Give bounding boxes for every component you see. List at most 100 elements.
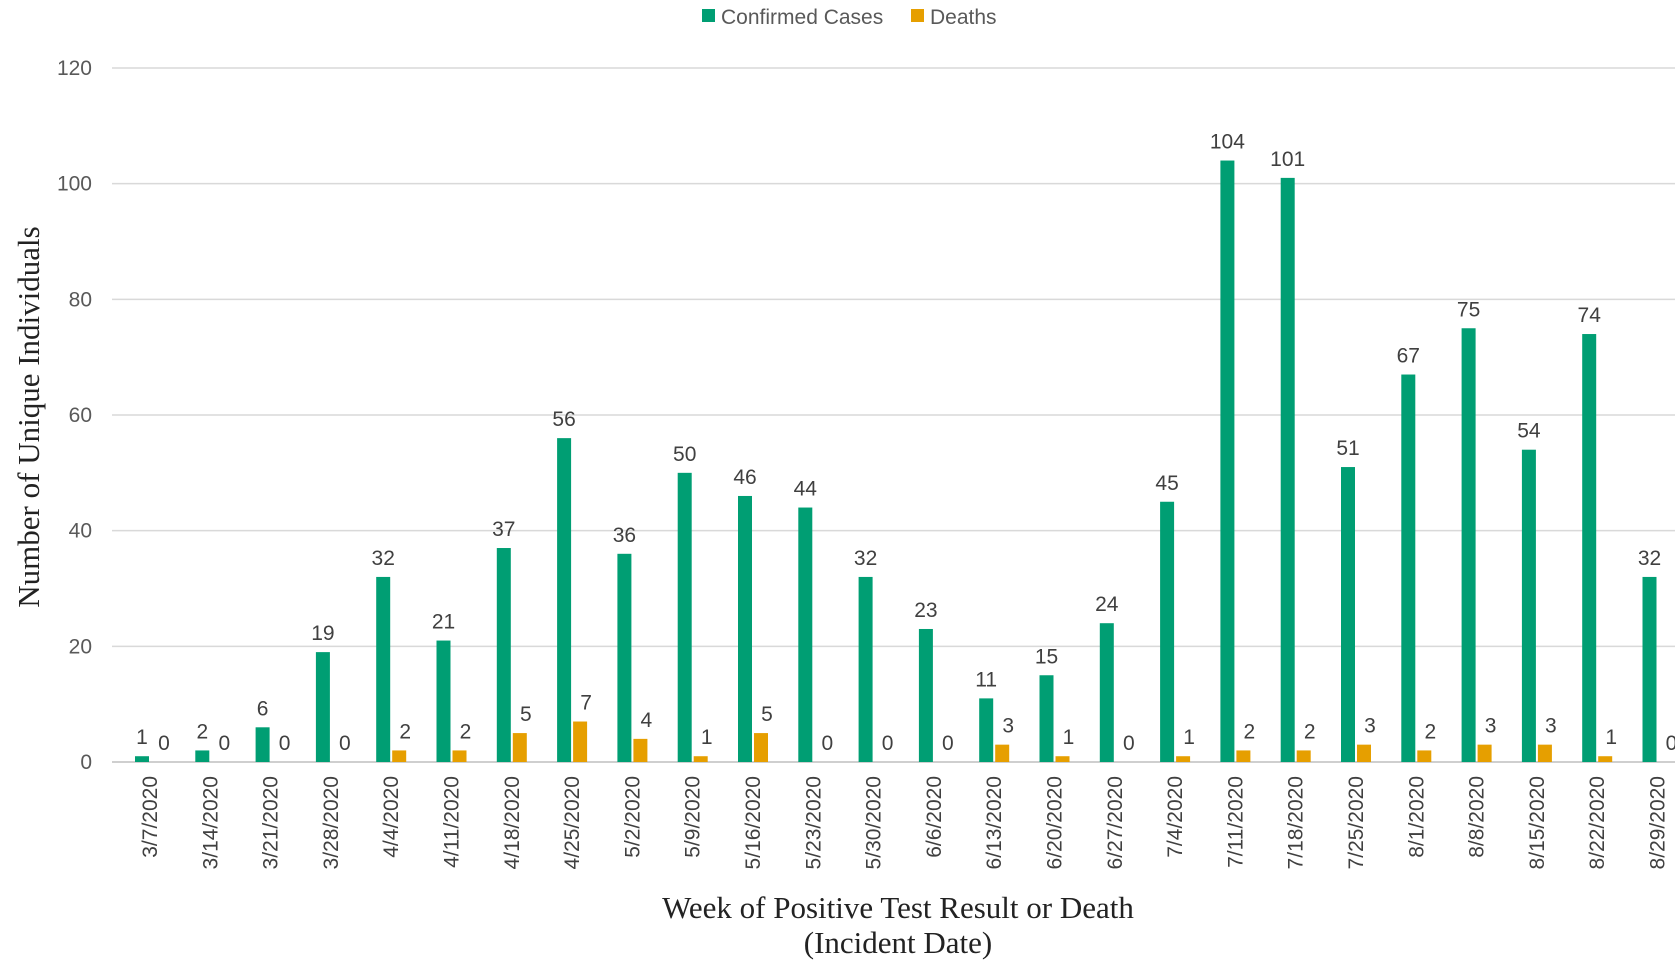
confirmed-cases-bar — [858, 576, 873, 762]
confirmed-cases-bar — [617, 553, 632, 762]
confirmed-cases-bar — [738, 495, 752, 762]
confirmed-cases-bar — [1521, 449, 1536, 762]
x-tick-label: 3/14/2020 — [199, 776, 222, 869]
deaths-bar — [573, 721, 588, 762]
confirmed-cases-data-label: 32 — [372, 547, 395, 570]
x-tick-label: 7/18/2020 — [1285, 776, 1308, 869]
deaths-bar — [633, 738, 648, 762]
y-axis-ticks: 0 20 40 60 80 100 120 — [57, 57, 92, 774]
deaths-bar — [1176, 756, 1191, 762]
confirmed-cases-data-label: 11 — [975, 668, 997, 691]
deaths-data-label: 0 — [882, 732, 894, 755]
gridlines — [112, 67, 1675, 763]
y-tick-label: 120 — [57, 57, 92, 80]
confirmed-cases-bar — [1582, 334, 1597, 762]
confirmed-cases-data-label: 75 — [1457, 298, 1480, 321]
deaths-bar — [1357, 744, 1371, 762]
x-tick-label: 3/28/2020 — [320, 776, 343, 869]
x-axis-title-line1: Week of Positive Test Result or Death — [662, 890, 1134, 925]
deaths-bar — [995, 744, 1010, 762]
confirmed-cases-data-label: 32 — [1638, 547, 1661, 570]
confirmed-cases-data-label: 74 — [1578, 304, 1602, 327]
deaths-bar — [1055, 756, 1070, 762]
x-tick-label: 8/22/2020 — [1586, 776, 1609, 869]
confirmed-cases-data-label: 44 — [794, 478, 818, 501]
x-axis-ticks: 3/7/2020 3/14/2020 3/21/2020 3/28/2020 4/4/2… — [139, 776, 1670, 869]
confirmed-cases-data-label: 1 — [136, 726, 148, 749]
deaths-data-label: 1 — [1063, 726, 1075, 749]
confirmed-cases-data-label: 23 — [914, 599, 937, 622]
confirmed-cases-bar — [255, 727, 270, 762]
deaths-data-label: 2 — [460, 720, 472, 743]
confirmed-cases-legend-label: Confirmed Cases — [721, 6, 883, 29]
deaths-legend-swatch — [911, 9, 924, 22]
confirmed-cases-bar — [1280, 177, 1295, 763]
legend: Confirmed Cases Deaths — [702, 6, 997, 29]
confirmed-cases-data-label: 32 — [854, 547, 877, 570]
deaths-data-label: 5 — [761, 703, 773, 726]
confirmed-cases-bar — [436, 640, 451, 762]
confirmed-cases-bar — [496, 548, 511, 762]
deaths-data-label: 2 — [1424, 720, 1436, 743]
deaths-data-label: 0 — [1666, 732, 1675, 755]
x-tick-label: 6/13/2020 — [983, 776, 1006, 869]
deaths-data-label: 3 — [1545, 715, 1557, 738]
y-tick-label: 20 — [69, 635, 92, 658]
confirmed-cases-data-label: 101 — [1270, 148, 1305, 171]
x-tick-label: 4/4/2020 — [380, 776, 403, 858]
deaths-data-label: 0 — [218, 732, 230, 755]
deaths-data-label: 2 — [1244, 720, 1256, 743]
confirmed-cases-data-label: 15 — [1035, 645, 1058, 668]
x-tick-label: 7/11/2020 — [1224, 776, 1247, 868]
x-tick-label: 8/8/2020 — [1466, 776, 1489, 858]
deaths-data-label: 7 — [580, 692, 592, 715]
confirmed-cases-bar — [315, 652, 330, 762]
deaths-bar — [1537, 744, 1552, 762]
x-tick-label: 5/30/2020 — [863, 776, 886, 869]
deaths-bar — [512, 733, 527, 762]
x-tick-label: 4/11/2020 — [441, 776, 464, 868]
confirmed-cases-data-label: 51 — [1336, 437, 1359, 460]
confirmed-cases-data-label: 46 — [733, 466, 756, 489]
confirmed-cases-data-label: 21 — [432, 611, 455, 634]
confirmed-cases-bar — [979, 698, 994, 762]
deaths-data-label: 5 — [520, 703, 532, 726]
deaths-bar — [1296, 750, 1311, 762]
confirmed-cases-data-label: 37 — [492, 518, 515, 541]
x-tick-label: 5/16/2020 — [742, 776, 765, 869]
confirmed-cases-bar — [677, 472, 692, 762]
y-axis-title: Number of Unique Individuals — [11, 226, 46, 607]
confirmed-cases-bar — [798, 507, 813, 762]
confirmed-cases-legend-swatch — [702, 9, 715, 22]
confirmed-cases-data-label: 54 — [1517, 420, 1541, 443]
deaths-bar — [1477, 744, 1492, 762]
confirmed-cases-bar — [1341, 467, 1355, 762]
deaths-data-label: 0 — [339, 732, 351, 755]
deaths-data-label: 1 — [1605, 726, 1617, 749]
deaths-bar — [1598, 756, 1613, 762]
x-tick-label: 8/15/2020 — [1526, 776, 1549, 869]
x-tick-label: 7/25/2020 — [1345, 776, 1368, 869]
confirmed-cases-data-label: 104 — [1210, 131, 1245, 154]
deaths-bar — [1417, 750, 1432, 762]
x-tick-label: 5/23/2020 — [802, 776, 825, 869]
confirmed-cases-data-label: 36 — [613, 524, 636, 547]
data-labels: 1 261932213756365046443223111524451041015… — [136, 131, 1675, 755]
deaths-legend-label: Deaths — [930, 6, 997, 29]
confirmed-cases-bar — [135, 756, 149, 762]
x-tick-label: 8/29/2020 — [1647, 776, 1670, 869]
confirmed-cases-data-label: 50 — [673, 443, 696, 466]
x-tick-label: 7/4/2020 — [1164, 776, 1187, 858]
confirmed-cases-data-label: 6 — [257, 697, 269, 720]
confirmed-cases-bar — [557, 438, 572, 762]
x-tick-label: 3/21/2020 — [260, 776, 283, 869]
bars — [135, 160, 1657, 763]
confirmed-cases-data-label: 24 — [1095, 593, 1119, 616]
deaths-data-label: 0 — [158, 732, 170, 755]
x-tick-label: 6/20/2020 — [1044, 776, 1067, 869]
confirmed-cases-data-label: 67 — [1397, 345, 1420, 368]
deaths-bar — [693, 756, 708, 762]
y-tick-label: 40 — [69, 520, 92, 543]
confirmed-cases-bar — [1401, 374, 1416, 762]
deaths-data-label: 0 — [821, 732, 833, 755]
